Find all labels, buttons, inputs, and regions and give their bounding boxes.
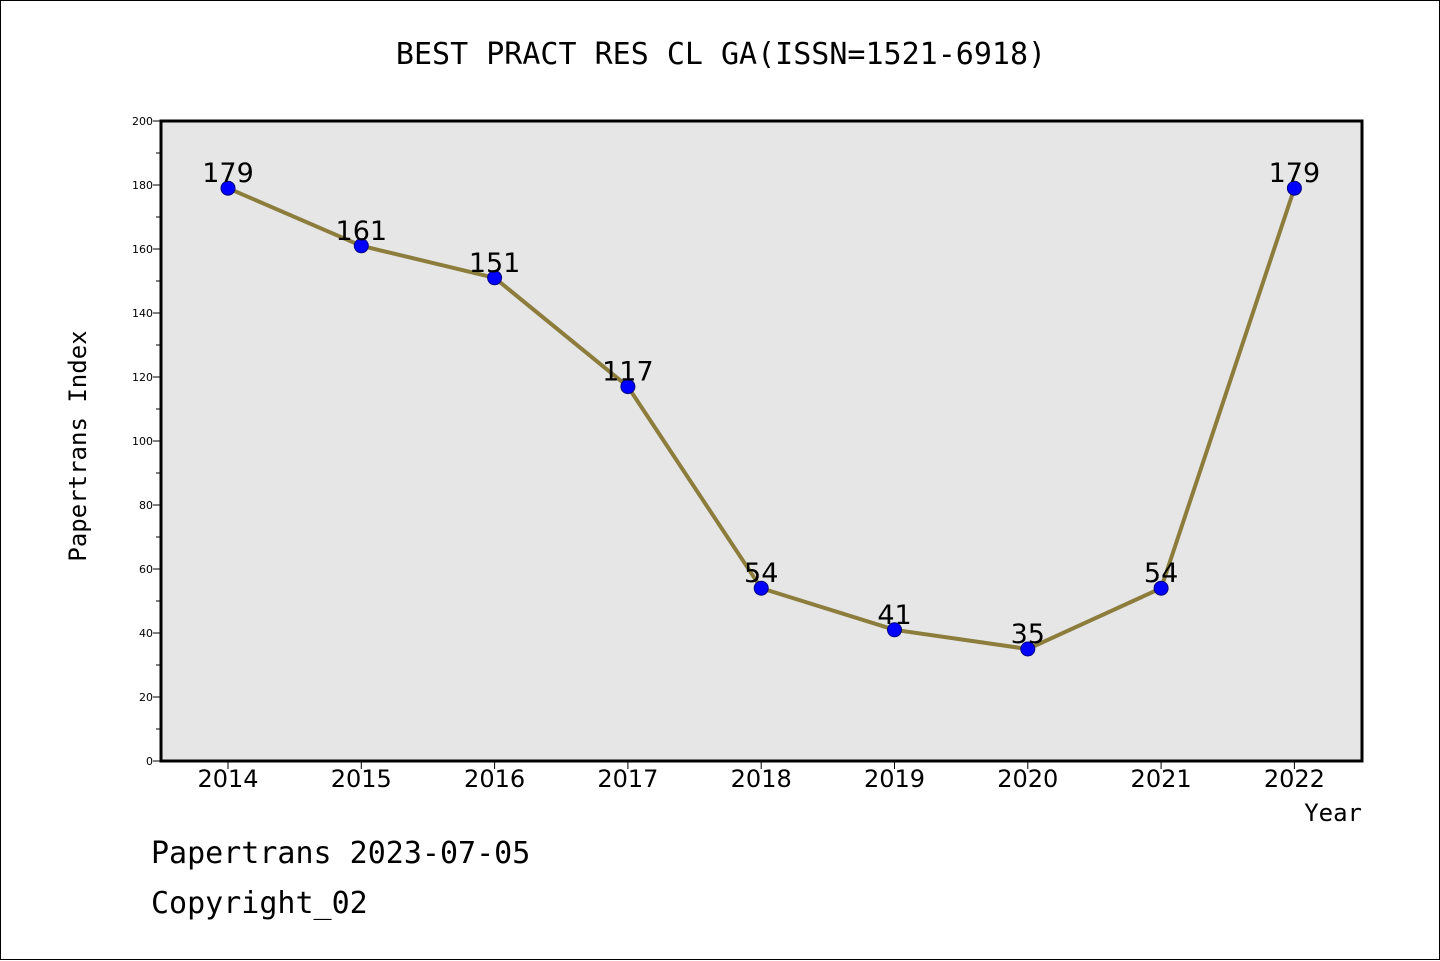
x-tick-label: 2014 [197, 765, 258, 793]
data-point [1020, 641, 1036, 657]
x-tick-label: 2018 [731, 765, 792, 793]
footer-copyright: Copyright_02 [151, 886, 368, 921]
y-tick-label: 200 [132, 115, 153, 128]
y-tick-label: 40 [139, 627, 153, 640]
plot-border [159, 119, 1364, 763]
data-point [1153, 580, 1169, 596]
data-label: 54 [1144, 558, 1178, 589]
x-tick-label: 2019 [864, 765, 925, 793]
x-tick-label: 2021 [1131, 765, 1192, 793]
y-tick-label: 80 [139, 499, 153, 512]
y-tick-label: 160 [132, 243, 153, 256]
x-tick-label: 2017 [597, 765, 658, 793]
y-tick-label: 180 [132, 179, 153, 192]
y-tick-label: 20 [139, 691, 153, 704]
y-tick-label: 100 [132, 435, 153, 448]
data-point [1286, 180, 1302, 196]
data-point [487, 270, 503, 286]
data-label: 179 [202, 158, 254, 189]
data-points [220, 180, 1302, 657]
x-axis-title: Year [1304, 799, 1362, 827]
x-axis: 2014 2015 2016 2017 2018 2019 2020 2021 2022 [197, 761, 1325, 793]
data-label: 41 [877, 600, 911, 631]
footer-date: Papertrans 2023-07-05 [151, 836, 531, 871]
x-tick-label: 2015 [331, 765, 392, 793]
data-label: 151 [469, 248, 521, 279]
data-label: 161 [336, 216, 388, 247]
chart-title: BEST PRACT RES CL GA(ISSN=1521-6918) [395, 37, 1047, 72]
plot-area [161, 121, 1362, 761]
data-point [887, 622, 902, 638]
y-tick-label: 60 [139, 563, 153, 576]
y-tick-label: 0 [146, 755, 153, 768]
x-tick-label: 2016 [464, 765, 525, 793]
data-labels: 179 161 151 117 54 41 35 54 179 [202, 158, 1320, 650]
y-axis-title: Papertrans Index [64, 330, 92, 561]
data-point [753, 580, 769, 596]
y-tick-label: 120 [132, 371, 153, 384]
data-point [220, 180, 236, 196]
data-point [353, 238, 369, 254]
data-label: 35 [1011, 619, 1045, 650]
x-tick-label: 2022 [1264, 765, 1325, 793]
data-label: 54 [744, 558, 778, 589]
y-axis: 0 20 40 60 80 100 120 140 160 180 200 [132, 115, 161, 768]
x-tick-label: 2020 [997, 765, 1058, 793]
y-tick-label: 140 [132, 307, 153, 320]
data-label: 179 [1269, 158, 1321, 189]
data-point [620, 379, 636, 395]
data-label: 117 [602, 357, 654, 388]
